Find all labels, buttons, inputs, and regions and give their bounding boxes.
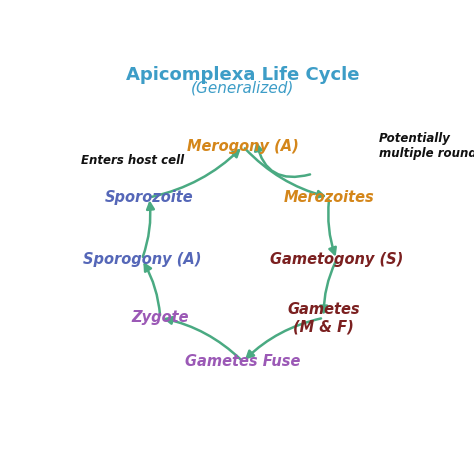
FancyArrowPatch shape bbox=[320, 262, 336, 312]
FancyArrowPatch shape bbox=[145, 264, 160, 315]
FancyArrowPatch shape bbox=[255, 145, 310, 177]
Text: Zygote: Zygote bbox=[131, 310, 189, 325]
Text: Gametes Fuse: Gametes Fuse bbox=[185, 354, 301, 369]
FancyArrowPatch shape bbox=[247, 319, 321, 358]
Text: Enters host cell: Enters host cell bbox=[82, 155, 184, 167]
Text: Gametes
(M & F): Gametes (M & F) bbox=[287, 301, 360, 334]
Text: Gametogony (S): Gametogony (S) bbox=[270, 252, 403, 267]
Text: Apicomplexa Life Cycle: Apicomplexa Life Cycle bbox=[126, 66, 360, 84]
Text: Potentially
multiple rounds: Potentially multiple rounds bbox=[379, 132, 474, 160]
Text: Sporozoite: Sporozoite bbox=[105, 190, 193, 205]
FancyArrowPatch shape bbox=[143, 203, 154, 257]
FancyArrowPatch shape bbox=[152, 150, 239, 197]
FancyArrowPatch shape bbox=[328, 200, 336, 254]
FancyArrowPatch shape bbox=[166, 317, 241, 360]
Text: Merozoites: Merozoites bbox=[284, 190, 374, 205]
Text: (Generalized): (Generalized) bbox=[191, 81, 295, 96]
Text: Merogony (A): Merogony (A) bbox=[187, 139, 299, 154]
Text: Sporogony (A): Sporogony (A) bbox=[83, 252, 201, 267]
FancyArrowPatch shape bbox=[245, 148, 324, 198]
